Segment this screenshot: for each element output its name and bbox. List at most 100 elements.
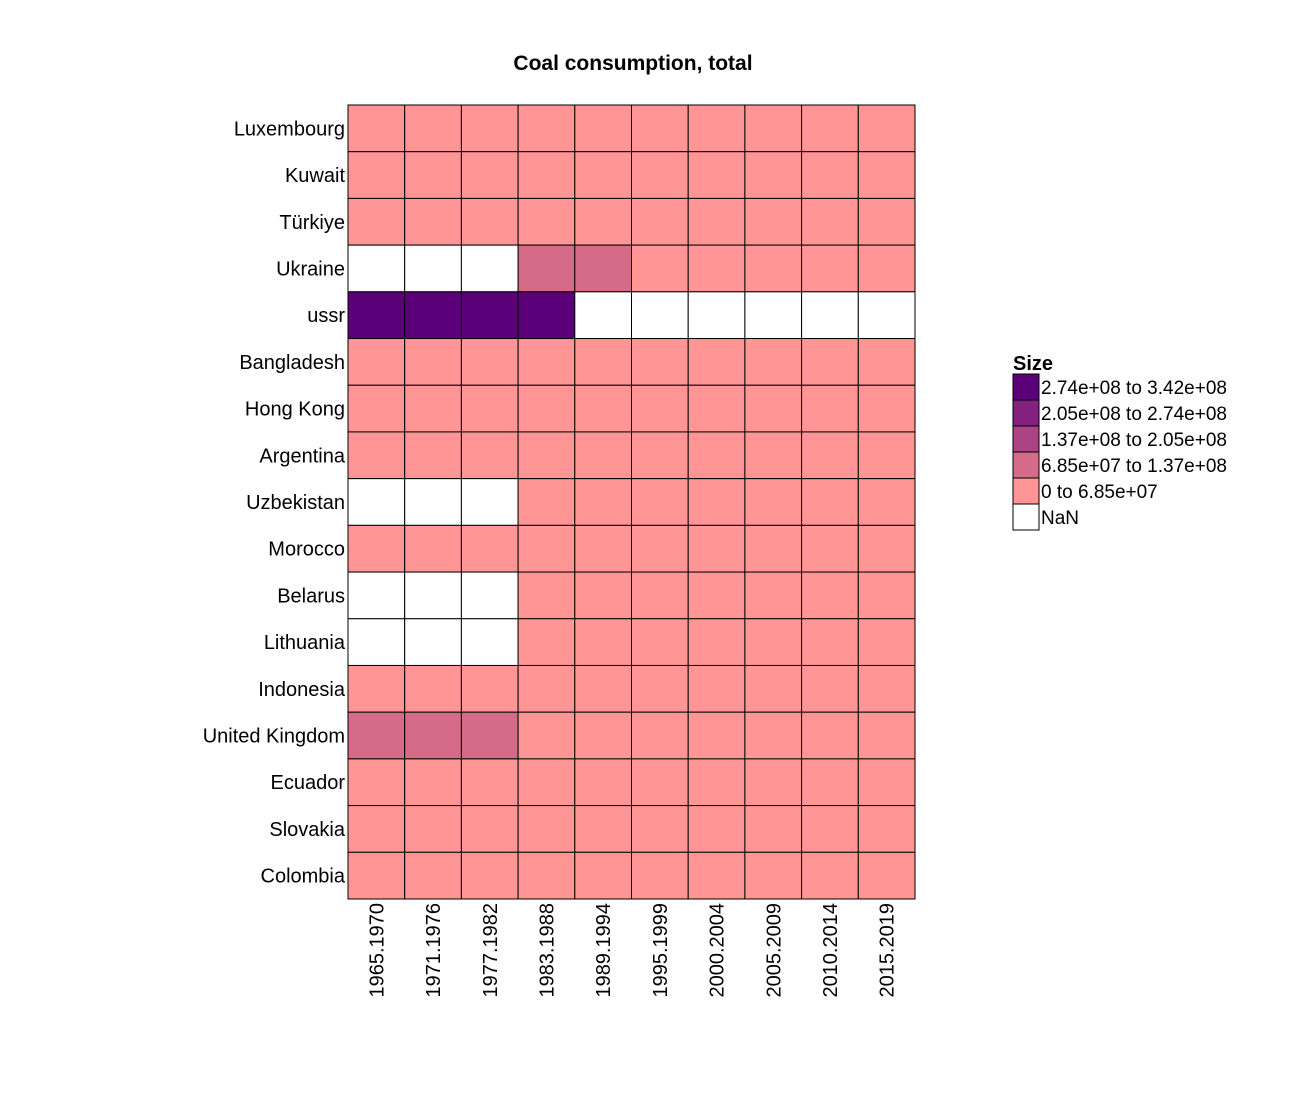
heatmap-cell xyxy=(574,338,632,386)
legend-swatch xyxy=(1012,399,1040,427)
column-label: 1977.1982 xyxy=(480,903,502,998)
legend-label: 2.74e+08 to 3.42e+08 xyxy=(1041,378,1227,399)
heatmap-cell xyxy=(404,711,462,760)
heatmap-cell xyxy=(857,758,916,807)
legend-title: Size xyxy=(1013,353,1053,375)
heatmap-cell xyxy=(404,851,462,900)
heatmap-cells xyxy=(347,104,916,900)
heatmap-cell xyxy=(631,384,689,433)
column-label: 2005.2009 xyxy=(763,903,785,998)
row-label: Ukraine xyxy=(276,258,345,280)
column-label: 1965.1970 xyxy=(366,903,388,998)
heatmap-cell xyxy=(687,384,746,433)
heatmap-cell xyxy=(857,618,916,666)
column-label: 1989.1994 xyxy=(593,903,615,998)
legend-label: NaN xyxy=(1041,508,1079,529)
heatmap-cell xyxy=(404,618,462,666)
heatmap-cell xyxy=(347,618,406,666)
heatmap-cell xyxy=(517,338,576,386)
heatmap-cell xyxy=(801,524,859,573)
heatmap-cell xyxy=(631,104,689,153)
row-label: Lithuania xyxy=(264,632,346,654)
heatmap-cell xyxy=(687,524,746,573)
heatmap-cell xyxy=(460,197,519,246)
heatmap-cell xyxy=(801,244,859,293)
heatmap-cell xyxy=(857,524,916,573)
heatmap-cell xyxy=(631,291,689,340)
heatmap-cell xyxy=(744,571,803,620)
heatmap-cell xyxy=(801,384,859,433)
heatmap-cell xyxy=(517,711,576,760)
row-label: Ecuador xyxy=(271,772,346,794)
heatmap-cell xyxy=(687,104,746,153)
heatmap-cell xyxy=(460,618,519,666)
heatmap-cell xyxy=(404,664,462,713)
heatmap-cell xyxy=(687,291,746,340)
heatmap-cell xyxy=(347,104,406,153)
heatmap-cell xyxy=(801,197,859,246)
row-label: Colombia xyxy=(261,866,346,888)
heatmap-cell xyxy=(460,711,519,760)
heatmap-cell xyxy=(801,711,859,760)
heatmap-cell xyxy=(460,431,519,480)
heatmap-cell xyxy=(857,805,916,853)
heatmap-cell xyxy=(744,664,803,713)
heatmap-cell xyxy=(631,151,689,199)
column-label: 1995.1999 xyxy=(650,903,672,998)
row-label: Hong Kong xyxy=(245,399,345,421)
heatmap-cell xyxy=(857,571,916,620)
heatmap-cell xyxy=(517,384,576,433)
row-label: Luxembourg xyxy=(234,118,345,140)
legend-swatch xyxy=(1012,451,1040,479)
heatmap-cell xyxy=(460,571,519,620)
heatmap-cell xyxy=(404,478,462,526)
heatmap-cell xyxy=(687,338,746,386)
heatmap-cell xyxy=(574,618,632,666)
heatmap-cell xyxy=(744,711,803,760)
heatmap-cell xyxy=(631,851,689,900)
heatmap-cell xyxy=(801,851,859,900)
heatmap-cell xyxy=(631,805,689,853)
heatmap-cell xyxy=(347,664,406,713)
heatmap-cell xyxy=(460,151,519,199)
heatmap-cell xyxy=(744,338,803,386)
heatmap-cell xyxy=(517,524,576,573)
heatmap-cell xyxy=(857,291,916,340)
heatmap-cell xyxy=(687,618,746,666)
heatmap-cell xyxy=(631,524,689,573)
heatmap-cell xyxy=(460,851,519,900)
heatmap-cell xyxy=(517,758,576,807)
row-label: United Kingdom xyxy=(203,726,345,748)
heatmap-cell xyxy=(347,478,406,526)
row-label: Uzbekistan xyxy=(246,492,345,514)
column-label: 1983.1988 xyxy=(536,903,558,998)
column-label: 2015.2019 xyxy=(877,903,899,998)
legend-items: 2.74e+08 to 3.42e+08 2.05e+08 to 2.74e+08… xyxy=(1012,373,1227,531)
legend-swatch xyxy=(1012,477,1040,505)
legend-label: 6.85e+07 to 1.37e+08 xyxy=(1041,456,1227,477)
heatmap-cell xyxy=(347,805,406,853)
heatmap-cell xyxy=(687,478,746,526)
heatmap-cell xyxy=(687,851,746,900)
heatmap-cell xyxy=(517,664,576,713)
heatmap-cell xyxy=(460,384,519,433)
heatmap-cell xyxy=(857,664,916,713)
heatmap-cell xyxy=(517,851,576,900)
heatmap-cell xyxy=(517,151,576,199)
row-label: Indonesia xyxy=(258,679,346,701)
heatmap-cell xyxy=(574,524,632,573)
heatmap-cell xyxy=(801,338,859,386)
heatmap-cell xyxy=(517,104,576,153)
heatmap-cell xyxy=(574,478,632,526)
row-label: Bangladesh xyxy=(239,352,345,374)
heatmap-cell xyxy=(574,851,632,900)
heatmap-cell xyxy=(404,104,462,153)
heatmap-cell xyxy=(347,151,406,199)
legend-label: 0 to 6.85e+07 xyxy=(1041,482,1158,503)
legend-swatch xyxy=(1012,425,1040,453)
heatmap-cell xyxy=(687,244,746,293)
heatmap-cell xyxy=(347,851,406,900)
heatmap-cell xyxy=(687,805,746,853)
heatmap-cell xyxy=(347,338,406,386)
heatmap-cell xyxy=(631,664,689,713)
